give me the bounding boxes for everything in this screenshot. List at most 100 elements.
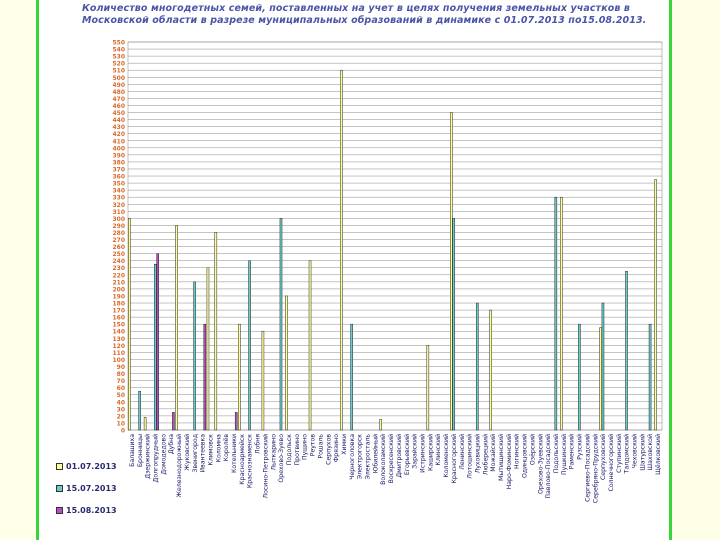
bar-2 [648, 323, 652, 431]
y-tick-label: 210 [112, 279, 125, 286]
legend-label-3: 15.08.2013 [66, 506, 117, 515]
x-tick-label: Шатурский [638, 434, 646, 471]
y-tick-label: 120 [112, 343, 125, 350]
x-tick-label: Электрогорск [357, 434, 364, 480]
chart-title-line-1: Количество многодетных семей, поставленн… [82, 3, 631, 14]
bar-3 [156, 253, 159, 431]
x-tick-label: Озёрский [528, 434, 536, 465]
y-tick-label: 440 [112, 117, 125, 124]
bar-1 [285, 295, 288, 431]
chart-title: Количество многодетных семей, поставленн… [82, 3, 682, 27]
x-tick-label: Можайский [489, 434, 497, 472]
x-tick-label: Долгопрудный [151, 434, 159, 482]
bar-3 [203, 323, 207, 431]
y-tick-label: 190 [112, 293, 125, 300]
x-tick-label: Талдомский [623, 434, 631, 474]
y-tick-label: 490 [112, 82, 125, 89]
y-tick-label: 310 [112, 209, 125, 216]
legend-item-series-1: 01.07.2013 [56, 462, 117, 471]
y-tick-label: 550 [112, 40, 125, 47]
x-tick-label: Лыткарино [270, 434, 277, 471]
x-tick-label: Ступинский [615, 434, 623, 473]
y-tick-label: 390 [112, 152, 125, 159]
x-tick-label: Красногорский [450, 434, 458, 484]
y-tick-label: 530 [112, 54, 125, 61]
x-tick-label: Королёв [222, 434, 230, 462]
chart-legend: 01.07.2013 15.07.2013 15.08.2013 [56, 462, 117, 522]
x-tick-label: Фрязино [333, 434, 340, 462]
legend-swatch-3 [56, 507, 63, 514]
x-tick-label: Пушкинский [560, 434, 568, 475]
x-tick-label: Коломенский [442, 434, 450, 478]
x-tick-label: Балашиха [129, 434, 136, 467]
y-tick-label: 200 [112, 286, 125, 293]
bar-2 [154, 263, 157, 431]
x-tick-label: Дзержинский [144, 434, 152, 479]
bar-2 [193, 281, 196, 431]
y-tick-label: 220 [112, 272, 125, 279]
y-tick-label: 160 [112, 315, 125, 322]
legend-item-series-3: 15.08.2013 [56, 506, 117, 515]
x-tick-label: Зарайский [411, 434, 419, 469]
x-tick-label: Лотошинский [466, 434, 474, 479]
bar-1 [450, 112, 453, 431]
y-tick-label: 520 [112, 61, 125, 68]
y-tick-label: 430 [112, 124, 125, 131]
y-tick-label: 340 [112, 188, 125, 195]
x-tick-label: Пущино [302, 434, 309, 460]
bar-2 [476, 302, 479, 431]
x-tick-label: Рузский [576, 434, 584, 460]
x-tick-label: Солнечногорский [607, 434, 615, 492]
y-tick-label: 470 [112, 96, 125, 103]
y-tick-label: 320 [112, 202, 125, 209]
legend-swatch-2 [56, 485, 63, 492]
y-tick-label: 50 [117, 392, 125, 399]
y-tick-label: 460 [112, 103, 125, 110]
y-tick-label: 230 [112, 265, 125, 272]
bar-1 [128, 218, 131, 431]
bar-1 [379, 419, 382, 431]
bar-1 [560, 196, 563, 431]
x-tick-label: Звенигород [192, 434, 199, 473]
x-tick-label: Шаховской [646, 434, 654, 470]
x-tick-label: Щёлковский [654, 434, 662, 475]
x-tick-label: Одинцовский [521, 434, 529, 478]
y-tick-label: 380 [112, 159, 125, 166]
y-tick-label: 140 [112, 329, 125, 336]
bar-3 [172, 412, 175, 431]
x-tick-label: Воскресенский [387, 434, 395, 483]
x-tick-label: Истринский [418, 434, 426, 473]
y-tick-label: 300 [112, 216, 125, 223]
x-tick-label: Клинский [434, 434, 442, 466]
x-tick-label: Люберецкий [481, 434, 489, 475]
bar-1 [175, 225, 178, 431]
x-tick-label: Химки [341, 434, 348, 455]
y-tick-label: 170 [112, 308, 125, 315]
bar-1 [654, 179, 657, 431]
x-tick-label: Орехово-Зуевский [536, 434, 544, 494]
bar-1 [261, 330, 265, 431]
y-tick-label: 510 [112, 68, 125, 75]
y-tick-label: 180 [112, 301, 125, 308]
x-tick-label: Котельники [231, 434, 238, 473]
x-tick-label: Коломна [215, 434, 222, 463]
x-tick-label: Наро-Фоминский [505, 434, 513, 489]
x-tick-label: Мытищинский [497, 434, 505, 481]
x-tick-label: Лобня [254, 434, 262, 454]
x-tick-label: Серпуховский [599, 434, 607, 480]
y-tick-label: 290 [112, 223, 125, 230]
x-tick-label: Ленинский [458, 434, 466, 470]
x-tick-label: Юбилейный [371, 434, 379, 473]
legend-swatch-1 [56, 463, 63, 470]
x-tick-label: Дмитровский [395, 434, 403, 478]
x-tick-label: Серпухов [325, 434, 332, 465]
y-tick-label: 540 [112, 47, 125, 54]
y-tick-label: 450 [112, 110, 125, 117]
legend-label-1: 01.07.2013 [66, 462, 117, 471]
y-tick-label: 480 [112, 89, 125, 96]
y-tick-label: 90 [117, 364, 125, 371]
left-margin [0, 0, 36, 540]
y-tick-label: 100 [112, 357, 125, 364]
legend-item-series-2: 15.07.2013 [56, 484, 117, 493]
